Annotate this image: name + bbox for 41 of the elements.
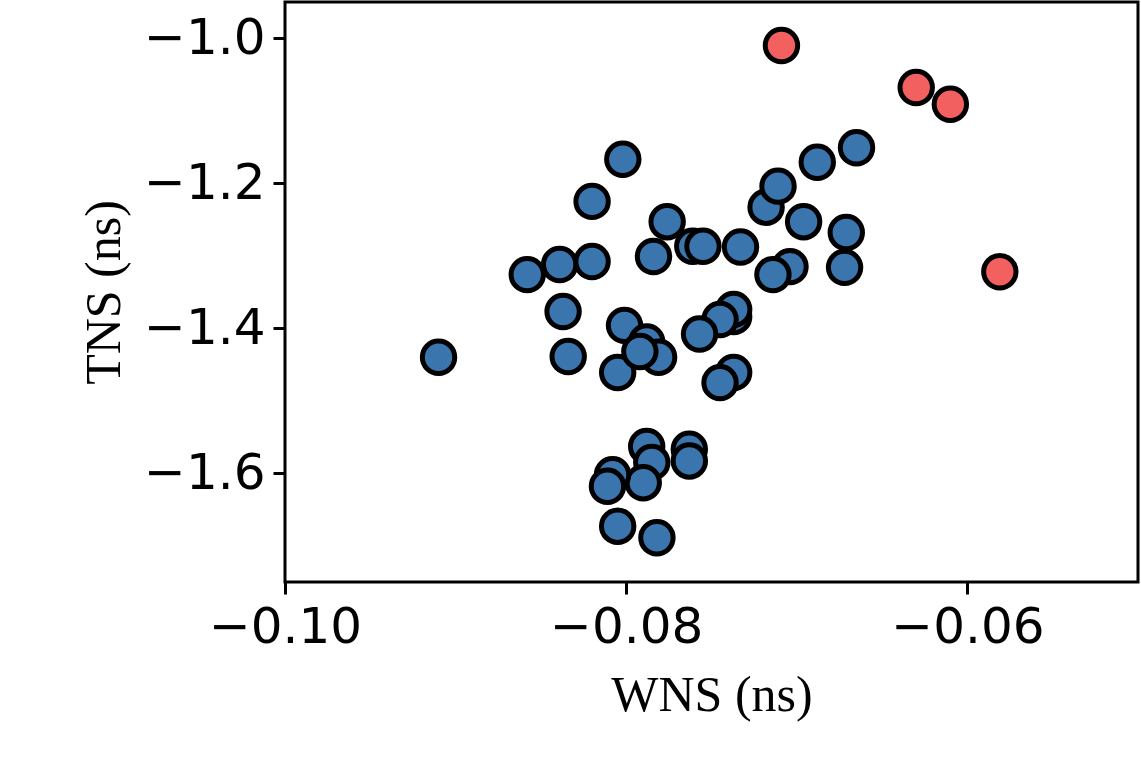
point [508,255,546,294]
point [549,337,587,376]
point [931,85,970,123]
point [825,248,864,287]
point [759,167,797,205]
point [981,253,1019,291]
point [621,332,659,371]
x-tick-label: −0.08 [550,596,704,655]
x-tick-label: −0.10 [208,596,363,655]
point [588,467,627,505]
point [827,213,865,252]
y-tick-label: −1.4 [144,297,266,356]
y-tick-label: −1.6 [144,442,266,501]
point [634,237,673,276]
point [897,68,935,107]
x-axis-title: WNS (ns) [611,665,813,722]
point [604,140,642,178]
y-tick-label: −1.2 [144,152,266,211]
point [721,228,760,266]
x-tick-label: −0.06 [891,596,1045,655]
point [540,245,579,284]
point [754,255,792,294]
point [624,464,662,502]
point [598,353,637,392]
point [638,519,676,557]
point [573,182,611,221]
y-tick-label: −1.0 [144,7,266,66]
point [648,203,686,241]
point [798,143,836,181]
y-axis-title: TNS (ns) [75,200,132,385]
point [419,338,458,376]
point [837,129,876,167]
point [684,227,722,265]
point [544,292,582,331]
point [598,507,637,545]
point [784,203,823,241]
point [680,315,719,353]
point [573,242,611,281]
point [670,442,709,480]
point [701,363,739,402]
point [762,26,801,65]
